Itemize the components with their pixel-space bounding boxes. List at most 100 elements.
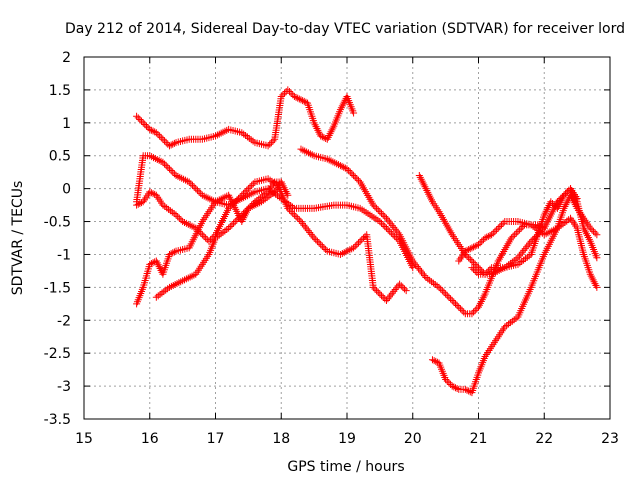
data-point-marker xyxy=(356,237,364,245)
data-point-marker xyxy=(290,92,298,100)
data-point-marker xyxy=(233,216,241,224)
data-point-marker xyxy=(300,97,308,105)
data-point-marker xyxy=(468,244,476,252)
data-point-marker xyxy=(346,168,354,176)
data-point-marker xyxy=(440,288,448,296)
y-tick-label: 0 xyxy=(62,182,71,198)
data-point-marker xyxy=(249,180,257,188)
data-point-marker xyxy=(236,213,244,221)
data-point-marker xyxy=(139,119,147,127)
data-point-marker xyxy=(560,191,568,199)
data-point-marker xyxy=(483,233,491,241)
data-point-marker xyxy=(149,190,157,198)
y-tick-label: -3 xyxy=(57,379,71,395)
data-point-marker xyxy=(188,181,196,189)
data-point-marker xyxy=(193,186,201,194)
data-point-marker xyxy=(410,259,418,267)
data-point-marker xyxy=(415,264,423,272)
x-tick-label: 23 xyxy=(601,431,619,447)
series-1 xyxy=(133,86,358,150)
data-point-marker xyxy=(593,254,601,262)
data-point-marker xyxy=(416,266,424,274)
data-point-marker xyxy=(593,283,601,291)
data-point-marker xyxy=(350,109,358,117)
data-point-marker xyxy=(450,298,458,306)
data-point-marker xyxy=(484,232,492,240)
data-point-marker xyxy=(198,231,206,239)
data-point-marker xyxy=(473,305,481,313)
data-point-marker xyxy=(443,377,451,385)
data-point-marker xyxy=(165,142,173,150)
data-point-marker xyxy=(134,200,142,208)
data-point-marker xyxy=(402,287,410,295)
data-point-marker xyxy=(238,191,246,199)
data-point-marker xyxy=(369,201,377,209)
data-point-marker xyxy=(290,211,298,219)
data-point-marker xyxy=(396,280,404,288)
data-point-marker xyxy=(471,260,479,268)
data-point-marker xyxy=(303,225,311,233)
data-point-marker xyxy=(373,204,381,212)
data-point-marker xyxy=(315,239,323,247)
data-point-marker xyxy=(309,232,317,240)
data-point-marker xyxy=(161,137,169,145)
data-point-marker xyxy=(518,248,526,256)
data-point-marker xyxy=(284,191,292,199)
data-point-marker xyxy=(432,357,440,365)
data-point-marker xyxy=(165,165,173,173)
data-point-marker xyxy=(447,295,455,303)
data-point-marker xyxy=(281,89,289,97)
series-4 xyxy=(133,178,285,308)
y-tick-label: -2.5 xyxy=(44,346,71,362)
data-point-marker xyxy=(512,229,520,237)
data-point-marker xyxy=(318,242,326,250)
x-tick-label: 16 xyxy=(141,431,159,447)
data-point-marker xyxy=(371,203,379,211)
data-point-marker xyxy=(455,303,463,311)
data-point-marker xyxy=(336,162,344,170)
data-point-marker xyxy=(174,213,182,221)
data-point-marker xyxy=(445,293,453,301)
data-point-marker xyxy=(470,243,478,251)
data-point-marker xyxy=(138,117,146,125)
data-point-marker xyxy=(312,236,320,244)
data-point-marker xyxy=(154,130,162,138)
data-point-marker xyxy=(374,288,382,296)
data-point-marker xyxy=(235,214,243,222)
data-point-marker xyxy=(146,125,154,133)
data-point-marker xyxy=(384,216,392,224)
y-tick-label: -2 xyxy=(57,313,71,329)
data-point-marker xyxy=(162,139,170,147)
data-point-marker xyxy=(170,170,178,178)
data-point-marker xyxy=(521,245,529,253)
data-point-marker xyxy=(387,291,395,299)
data-point-marker xyxy=(443,292,451,300)
data-point-marker xyxy=(351,173,359,181)
data-point-marker xyxy=(359,234,367,242)
data-point-marker xyxy=(343,165,351,173)
data-point-marker xyxy=(197,190,205,198)
data-point-marker xyxy=(445,379,453,387)
x-tick-label: 17 xyxy=(207,431,225,447)
y-axis-label: SDTVAR / TECUs xyxy=(10,181,26,296)
data-point-marker xyxy=(451,384,459,392)
data-point-marker xyxy=(264,142,272,150)
data-point-marker xyxy=(292,93,300,101)
data-point-marker xyxy=(294,214,302,222)
data-point-marker xyxy=(384,226,392,234)
data-point-marker xyxy=(169,249,177,257)
data-point-marker xyxy=(481,234,489,242)
data-point-marker xyxy=(496,222,504,230)
data-point-marker xyxy=(475,264,482,272)
data-point-marker xyxy=(401,285,409,293)
x-axis-label: GPS time / hours xyxy=(287,459,404,475)
data-point-marker xyxy=(307,230,315,238)
data-point-marker xyxy=(285,206,293,214)
data-point-marker xyxy=(471,242,479,250)
data-point-marker xyxy=(269,137,277,145)
data-point-marker xyxy=(379,211,387,219)
data-point-marker xyxy=(390,223,398,231)
data-point-marker xyxy=(471,267,479,275)
data-point-marker xyxy=(387,229,395,237)
data-point-marker xyxy=(159,135,167,143)
